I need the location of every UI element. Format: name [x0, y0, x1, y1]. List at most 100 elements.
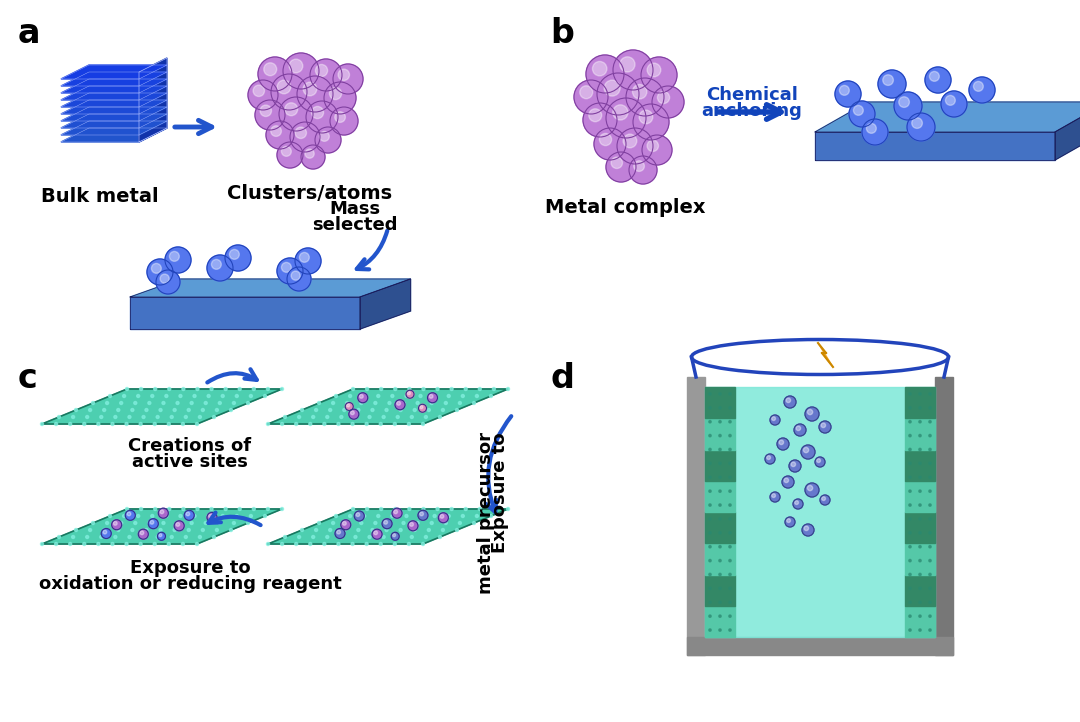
Circle shape	[789, 460, 801, 472]
Circle shape	[405, 394, 408, 398]
Circle shape	[393, 542, 396, 546]
Circle shape	[174, 521, 185, 531]
Circle shape	[447, 515, 450, 518]
Circle shape	[658, 92, 670, 103]
Circle shape	[295, 248, 321, 274]
Circle shape	[298, 415, 300, 419]
Polygon shape	[935, 377, 953, 655]
Circle shape	[221, 394, 225, 398]
Circle shape	[796, 426, 800, 430]
Circle shape	[929, 462, 931, 464]
Circle shape	[461, 394, 464, 398]
Circle shape	[719, 406, 721, 409]
Circle shape	[357, 393, 368, 403]
Circle shape	[347, 404, 350, 407]
Circle shape	[153, 542, 157, 546]
Circle shape	[167, 542, 171, 546]
Circle shape	[139, 508, 143, 510]
Circle shape	[794, 424, 806, 436]
Polygon shape	[60, 121, 167, 135]
Circle shape	[729, 531, 731, 534]
Circle shape	[945, 95, 956, 105]
Circle shape	[929, 531, 931, 534]
Circle shape	[613, 50, 653, 90]
Circle shape	[777, 438, 789, 450]
Circle shape	[419, 394, 422, 398]
Circle shape	[111, 520, 122, 530]
Circle shape	[239, 388, 241, 391]
Circle shape	[249, 394, 253, 398]
Circle shape	[929, 629, 931, 631]
Circle shape	[708, 490, 712, 492]
Polygon shape	[705, 481, 735, 512]
Circle shape	[458, 401, 461, 404]
Circle shape	[366, 388, 368, 391]
Circle shape	[204, 521, 207, 524]
Circle shape	[127, 512, 131, 516]
Circle shape	[396, 536, 400, 539]
Circle shape	[71, 415, 75, 419]
Circle shape	[199, 415, 201, 419]
Circle shape	[282, 147, 292, 156]
Circle shape	[253, 388, 255, 391]
Circle shape	[159, 508, 168, 518]
Circle shape	[323, 542, 326, 546]
Circle shape	[770, 492, 780, 502]
Circle shape	[784, 396, 796, 408]
Circle shape	[594, 128, 626, 160]
Circle shape	[633, 84, 647, 99]
Circle shape	[249, 515, 253, 518]
Circle shape	[185, 415, 187, 419]
Circle shape	[315, 127, 341, 153]
Circle shape	[421, 542, 424, 546]
Circle shape	[139, 388, 143, 391]
Circle shape	[450, 388, 454, 391]
Polygon shape	[42, 389, 282, 424]
Circle shape	[301, 145, 325, 169]
Circle shape	[314, 529, 318, 531]
Circle shape	[473, 521, 475, 524]
Text: Metal complex: Metal complex	[544, 198, 705, 217]
Circle shape	[652, 86, 684, 118]
Circle shape	[729, 587, 731, 590]
Circle shape	[153, 422, 157, 425]
Circle shape	[297, 76, 333, 112]
Circle shape	[394, 388, 396, 391]
Circle shape	[99, 536, 103, 539]
Circle shape	[819, 421, 831, 433]
Circle shape	[324, 82, 356, 114]
Circle shape	[329, 87, 341, 100]
Circle shape	[55, 422, 57, 425]
Polygon shape	[905, 387, 935, 418]
Circle shape	[55, 542, 57, 546]
Circle shape	[305, 149, 314, 158]
Circle shape	[912, 118, 922, 129]
Polygon shape	[705, 575, 735, 606]
Circle shape	[929, 420, 931, 423]
Circle shape	[335, 112, 346, 123]
Circle shape	[138, 529, 148, 539]
Text: metal precursor: metal precursor	[477, 432, 495, 594]
Circle shape	[456, 409, 459, 412]
Circle shape	[802, 524, 814, 536]
Circle shape	[729, 518, 731, 520]
Circle shape	[719, 504, 721, 506]
Circle shape	[772, 417, 775, 420]
Circle shape	[328, 529, 332, 531]
Circle shape	[941, 91, 967, 117]
Circle shape	[882, 75, 893, 85]
Circle shape	[424, 415, 428, 419]
Circle shape	[908, 504, 912, 506]
Circle shape	[394, 510, 397, 513]
Circle shape	[442, 529, 444, 531]
Circle shape	[185, 510, 194, 521]
Circle shape	[295, 422, 298, 425]
Circle shape	[171, 536, 173, 539]
Circle shape	[201, 409, 204, 412]
Circle shape	[924, 67, 951, 93]
Circle shape	[929, 601, 931, 604]
Circle shape	[140, 531, 144, 535]
Circle shape	[170, 251, 179, 261]
Circle shape	[318, 521, 321, 524]
Circle shape	[176, 401, 179, 404]
